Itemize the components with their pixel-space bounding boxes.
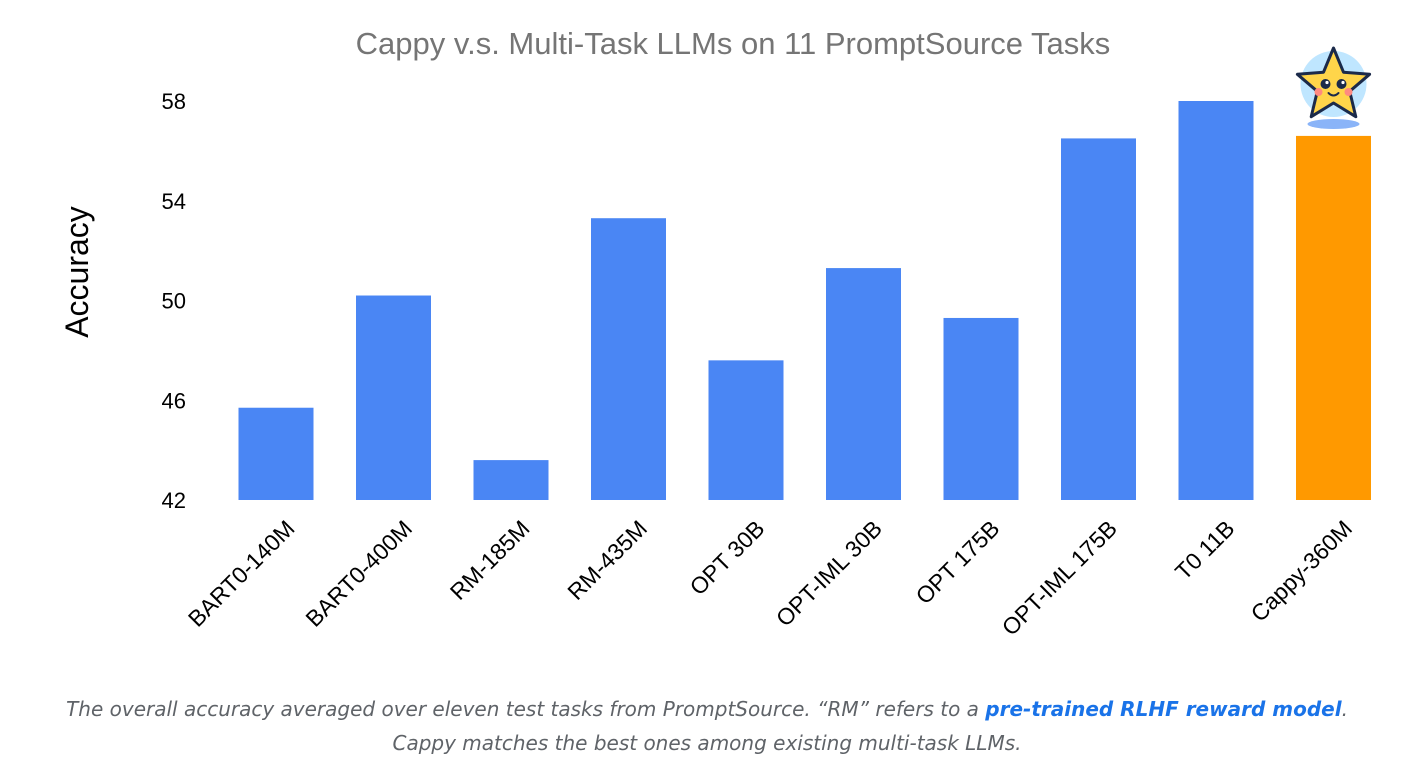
x-tick-label: BART0-140M	[183, 515, 300, 632]
star-body	[1295, 46, 1372, 119]
x-tick-label: RM-435M	[562, 515, 652, 605]
bar-cappy-360m	[1296, 135, 1371, 500]
x-tick-label: OPT 175B	[911, 515, 1005, 609]
x-tick-label: OPT-IML 30B	[771, 515, 887, 631]
bar-opt-30b	[708, 360, 784, 500]
caption-text-before: The overall accuracy averaged over eleve…	[66, 697, 986, 721]
bar-chart: Cappy v.s. Multi-Task LLMs on 11 PromptS…	[59, 26, 1372, 640]
bar-rm-185m	[473, 460, 549, 500]
y-axis-label: Accuracy	[59, 206, 95, 338]
y-tick-label: 54	[162, 189, 186, 214]
bar-opt-iml-30b	[826, 268, 901, 500]
caption-line-1: The overall accuracy averaged over eleve…	[0, 692, 1414, 726]
mascot-smile	[1327, 92, 1340, 97]
y-tick-label: 50	[162, 289, 186, 314]
bar-bart0-140m	[238, 407, 314, 500]
y-tick-label: 58	[162, 89, 186, 114]
bar-t0-11b	[1178, 101, 1254, 500]
bar-opt-iml-175b	[1061, 138, 1136, 500]
mascot-right-eye	[1336, 79, 1347, 89]
bar-series	[238, 101, 1371, 501]
star-mascot-icon	[1295, 46, 1372, 129]
mascot-shadow	[1307, 119, 1360, 129]
chart-title: Cappy v.s. Multi-Task LLMs on 11 PromptS…	[356, 26, 1111, 61]
caption-text-after: .	[1341, 697, 1348, 721]
y-tick-label: 42	[162, 488, 186, 513]
bar-opt-175b	[943, 317, 1019, 500]
mascot-left-eye	[1320, 79, 1331, 89]
x-tick-label: RM-185M	[445, 515, 535, 605]
caption-line-2: Cappy matches the best ones among existi…	[392, 731, 1022, 755]
mascot-left-cheek	[1314, 88, 1323, 96]
y-axis-ticks: 42 46 50 54 58	[162, 89, 186, 513]
x-tick-label: BART0-400M	[300, 515, 417, 632]
y-tick-label: 46	[162, 388, 186, 413]
x-tick-label: T0 11B	[1170, 515, 1240, 585]
mascot-left-eye-glint	[1325, 80, 1329, 85]
mascot-right-cheek	[1344, 88, 1353, 96]
reward-model-link[interactable]: pre-trained RLHF reward model	[985, 697, 1342, 721]
bar-rm-435m	[591, 218, 666, 501]
x-axis-tick-labels: BART0-140M BART0-400M RM-185M RM-435M OPT 30…	[183, 515, 1357, 640]
bar-bart0-400m	[356, 295, 431, 500]
mascot-right-eye-glint	[1341, 80, 1345, 85]
x-tick-label: OPT-IML 175B	[997, 515, 1122, 640]
x-tick-label: Cappy-360M	[1246, 515, 1358, 627]
x-tick-label: OPT 30B	[685, 515, 770, 600]
figure-caption: The overall accuracy averaged over eleve…	[0, 692, 1414, 760]
